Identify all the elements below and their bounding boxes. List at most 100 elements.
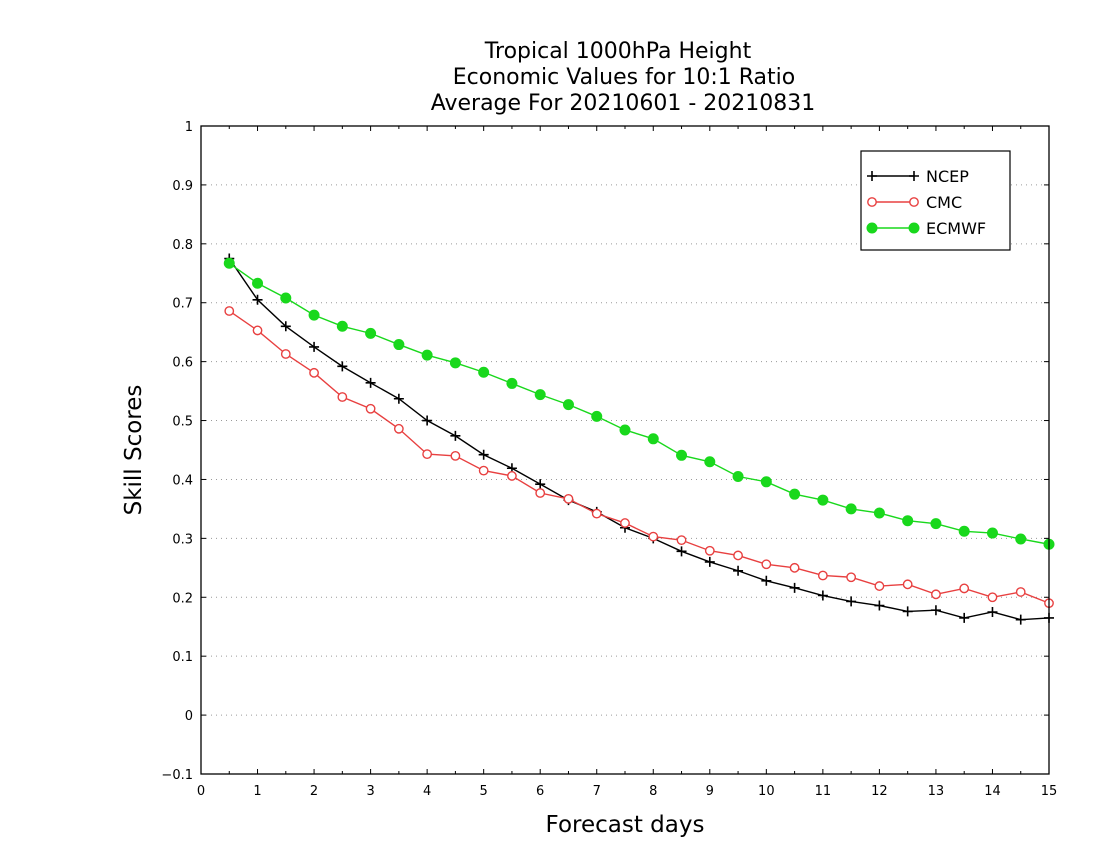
cmc-point [507, 471, 517, 481]
x-tick-label: 0 [197, 784, 205, 799]
legend: NCEP CMC ECMWF [860, 150, 1011, 251]
x-tick-label: 10 [758, 784, 775, 799]
cmc-point [478, 465, 489, 476]
legend-marker-ncep [867, 171, 877, 181]
ecmwf-point [760, 476, 772, 488]
data-series [223, 253, 1055, 625]
x-tick-label: 7 [593, 784, 601, 799]
ncep-point [761, 575, 772, 586]
cmc-point [733, 550, 743, 561]
cmc-point [563, 493, 574, 504]
ecmwf-point [393, 339, 405, 351]
axis-ticks: −0.100.10.20.30.40.50.60.70.80.910 1 2 3 4 5 6… [161, 120, 1057, 799]
ecmwf-point [478, 366, 490, 378]
ecmwf-point [732, 471, 744, 483]
ncep-point [704, 556, 715, 567]
ncep-point [930, 605, 941, 616]
x-tick-label: 8 [649, 784, 657, 799]
ncep-point [902, 606, 913, 617]
x-tick-label: 5 [480, 784, 488, 799]
cmc-point [393, 423, 404, 434]
legend-marker-ncep [909, 171, 919, 181]
ecmwf-point [902, 515, 914, 527]
ecmwf-point [421, 349, 433, 361]
y-axis-title: Skill Scores [121, 385, 147, 516]
cmc-line [228, 310, 1050, 604]
series-ecmwf [223, 257, 1055, 550]
cmc-point [365, 403, 376, 414]
y-tick-label: 0.8 [172, 238, 193, 253]
ncep-point [959, 612, 970, 623]
ncep-point [817, 590, 828, 601]
x-tick-label: 3 [366, 784, 374, 799]
cmc-point [931, 589, 941, 600]
legend-label-cmc: CMC [926, 193, 962, 212]
cmc-point [704, 545, 715, 556]
cmc-point [987, 592, 998, 603]
title-line-1: Tropical 1000hPa Height [484, 39, 752, 64]
ncep-line [228, 258, 1050, 621]
ncep-point [450, 430, 461, 441]
cmc-point [224, 306, 235, 316]
cmc-point [902, 579, 913, 590]
cmc-point [874, 581, 885, 591]
ncep-point [676, 546, 687, 557]
y-tick-label: 0.4 [172, 473, 193, 488]
ecmwf-point [562, 399, 574, 411]
x-tick-label: 4 [423, 784, 431, 799]
y-tick-label: 0.3 [172, 532, 193, 547]
cmc-point [309, 367, 319, 378]
ecmwf-point [308, 309, 320, 321]
ecmwf-line [228, 262, 1050, 545]
ncep-point [422, 415, 433, 426]
y-gridlines [201, 184, 1049, 716]
ecmwf-point [704, 456, 716, 468]
x-tick-label: 13 [928, 784, 945, 799]
x-axis-title: Forecast days [546, 812, 705, 838]
y-tick-label: 0.2 [172, 591, 193, 606]
y-tick-label: 0 [185, 709, 193, 724]
cmc-point [676, 535, 687, 546]
x-tick-label: 2 [310, 784, 318, 799]
cmc-point [252, 325, 263, 336]
cmc-point [337, 392, 348, 402]
ecmwf-point [958, 525, 970, 537]
y-tick-label: 0.1 [172, 650, 193, 665]
y-tick-label: 0.9 [172, 179, 193, 194]
cmc-point [1015, 587, 1026, 597]
ecmwf-point [873, 507, 885, 519]
ecmwf-point [986, 527, 998, 539]
ncep-point [393, 393, 404, 404]
cmc-point [817, 570, 828, 581]
ecmwf-point [647, 433, 659, 445]
ecmwf-point [619, 424, 631, 436]
ecmwf-point [591, 410, 603, 422]
ecmwf-point [365, 327, 377, 339]
ncep-point [874, 600, 885, 611]
ncep-point [337, 361, 348, 372]
ecmwf-point [845, 503, 857, 515]
cmc-point [959, 583, 970, 594]
cmc-point [591, 508, 602, 519]
x-tick-label: 1 [253, 784, 261, 799]
ecmwf-point [449, 357, 461, 369]
ecmwf-point [676, 449, 688, 461]
cmc-point [761, 559, 772, 570]
y-tick-label: 0.5 [172, 415, 193, 430]
legend-marker-ecmwf [908, 222, 920, 234]
y-tick-label: 0.6 [172, 356, 193, 371]
x-tick-label: 11 [815, 784, 832, 799]
legend-marker-ecmwf [866, 222, 878, 234]
y-tick-label: 1 [185, 120, 193, 135]
x-tick-label: 6 [536, 784, 544, 799]
ncep-point [478, 449, 489, 460]
ecmwf-point [336, 320, 348, 332]
y-tick-label: −0.1 [161, 768, 193, 783]
series-cmc [224, 306, 1054, 609]
cmc-point [648, 531, 659, 542]
legend-marker-cmc [867, 197, 877, 207]
ncep-point [733, 565, 744, 576]
ecmwf-point [506, 377, 518, 389]
cmc-point [846, 572, 857, 583]
